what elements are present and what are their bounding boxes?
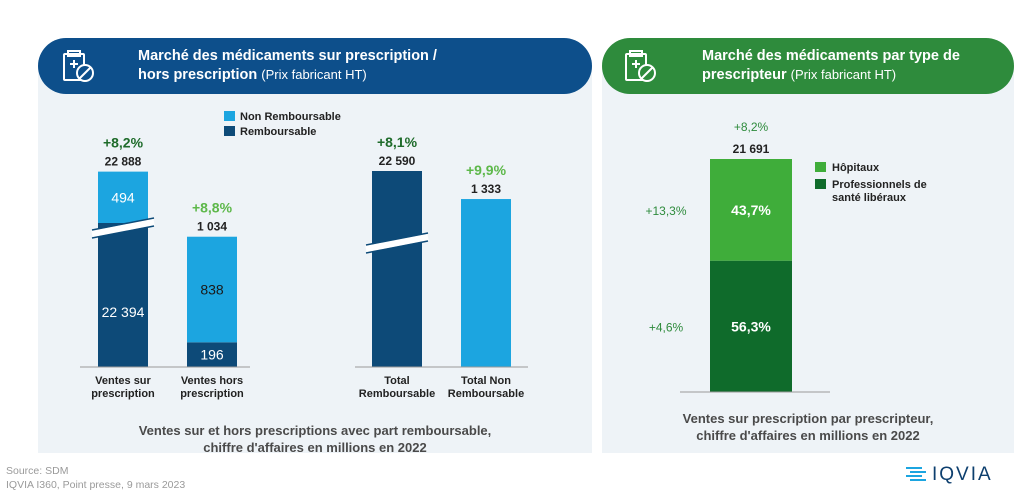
right-caption-line2: chiffre d'affaires en millions en 2022 bbox=[696, 428, 920, 443]
growth-label: +9,9% bbox=[466, 162, 507, 178]
total-label: 1 333 bbox=[471, 182, 501, 196]
bar-total-remboursable bbox=[372, 171, 422, 367]
left-title-line2: hors prescription (Prix fabricant HT) bbox=[138, 67, 367, 83]
x-tick-label: prescription bbox=[91, 388, 155, 400]
legend-label-professionnels: santé libéraux bbox=[832, 192, 907, 204]
bar-hopitaux bbox=[710, 159, 792, 261]
axis-break-line-b bbox=[365, 232, 429, 246]
data-label-remboursable: 22 394 bbox=[102, 304, 145, 320]
iqvia-logo: IQVIA bbox=[906, 464, 1016, 486]
total-label: 22 888 bbox=[105, 155, 142, 169]
growth-label: +8,8% bbox=[192, 200, 233, 216]
right-panel bbox=[602, 60, 1014, 453]
axis-break-line-b bbox=[91, 217, 155, 231]
data-label-professionnels: 56,3% bbox=[731, 318, 771, 334]
legend-label-remboursable: Remboursable bbox=[240, 126, 316, 138]
bar-non-remboursable bbox=[187, 236, 237, 343]
left-title-line1: Marché des médicaments sur prescription … bbox=[138, 48, 437, 64]
bar-non-remboursable bbox=[98, 171, 148, 223]
legend-swatch-remboursable bbox=[224, 126, 235, 136]
left-caption-line1: Ventes sur et hors prescriptions avec pa… bbox=[138, 423, 492, 438]
axis-break-gap bbox=[91, 218, 155, 238]
data-label-hopitaux: 43,7% bbox=[731, 202, 771, 218]
left-title-main: hors prescription bbox=[138, 67, 258, 83]
legend-label-professionnels: Professionnels de bbox=[832, 179, 927, 191]
axis-break-line-a bbox=[91, 225, 155, 239]
right-caption-line1: Ventes sur prescription par prescripteur… bbox=[682, 411, 934, 426]
right-title-sub: (Prix fabricant HT) bbox=[790, 67, 897, 82]
bar-total-non-remboursable bbox=[461, 199, 511, 367]
x-tick-label: Ventes sur bbox=[95, 375, 151, 387]
right-panel-header: Marché des médicaments par type de presc… bbox=[602, 38, 1014, 94]
x-tick-label: Remboursable bbox=[359, 388, 435, 400]
prescription-pill-icon bbox=[63, 50, 94, 82]
bar-remboursable bbox=[98, 223, 148, 367]
x-tick-label: prescription bbox=[180, 388, 244, 400]
legend-swatch-hopitaux bbox=[815, 162, 826, 172]
data-label-non-remboursable: 838 bbox=[200, 282, 224, 298]
x-tick-label: Remboursable bbox=[448, 388, 524, 400]
footer-reference: IQVIA I360, Point presse, 9 mars 2023 bbox=[6, 479, 186, 491]
data-label-non-remboursable: 494 bbox=[111, 189, 135, 205]
legend-label-non-remboursable: Non Remboursable bbox=[240, 111, 341, 123]
axis-break-gap bbox=[365, 233, 429, 253]
footer-source: Source: SDM bbox=[6, 465, 69, 477]
legend-label-hopitaux: Hôpitaux bbox=[832, 162, 880, 174]
right-caption: Ventes sur prescription par prescripteur… bbox=[604, 410, 1012, 444]
x-tick-label: Total Non bbox=[461, 375, 511, 387]
left-caption-line2: chiffre d'affaires en millions en 2022 bbox=[203, 440, 427, 455]
axis-break-line-a bbox=[365, 240, 429, 254]
total-label: 22 590 bbox=[379, 154, 416, 168]
iqvia-logo-text: IQVIA bbox=[932, 464, 993, 485]
right-title-line1: Marché des médicaments par type de bbox=[702, 48, 960, 64]
right-title-line2: prescripteur (Prix fabricant HT) bbox=[702, 67, 896, 83]
bar-professionnels bbox=[710, 260, 792, 392]
data-label-remboursable: 196 bbox=[200, 347, 224, 363]
left-title-sub: (Prix fabricant HT) bbox=[261, 67, 367, 82]
growth-label: +8,2% bbox=[734, 120, 769, 134]
total-label: 21 691 bbox=[733, 142, 770, 156]
right-title-main: prescripteur bbox=[702, 67, 787, 83]
legend-swatch-professionnels bbox=[815, 179, 826, 189]
legend-swatch-non-remboursable bbox=[224, 111, 235, 121]
growth-label: +8,2% bbox=[103, 135, 144, 151]
left-caption: Ventes sur et hors prescriptions avec pa… bbox=[40, 422, 590, 456]
iqvia-logo-mark bbox=[906, 467, 926, 481]
x-tick-label: Total bbox=[384, 375, 409, 387]
left-panel-header: Marché des médicaments sur prescription … bbox=[38, 38, 592, 94]
bar-remboursable bbox=[187, 342, 237, 367]
growth-label-professionnels: +4,6% bbox=[649, 320, 684, 334]
growth-label: +8,1% bbox=[377, 134, 418, 150]
prescription-pill-icon bbox=[625, 50, 656, 82]
x-tick-label: Ventes hors bbox=[181, 375, 243, 387]
total-label: 1 034 bbox=[197, 220, 227, 234]
growth-label-hopitaux: +13,3% bbox=[645, 204, 686, 218]
